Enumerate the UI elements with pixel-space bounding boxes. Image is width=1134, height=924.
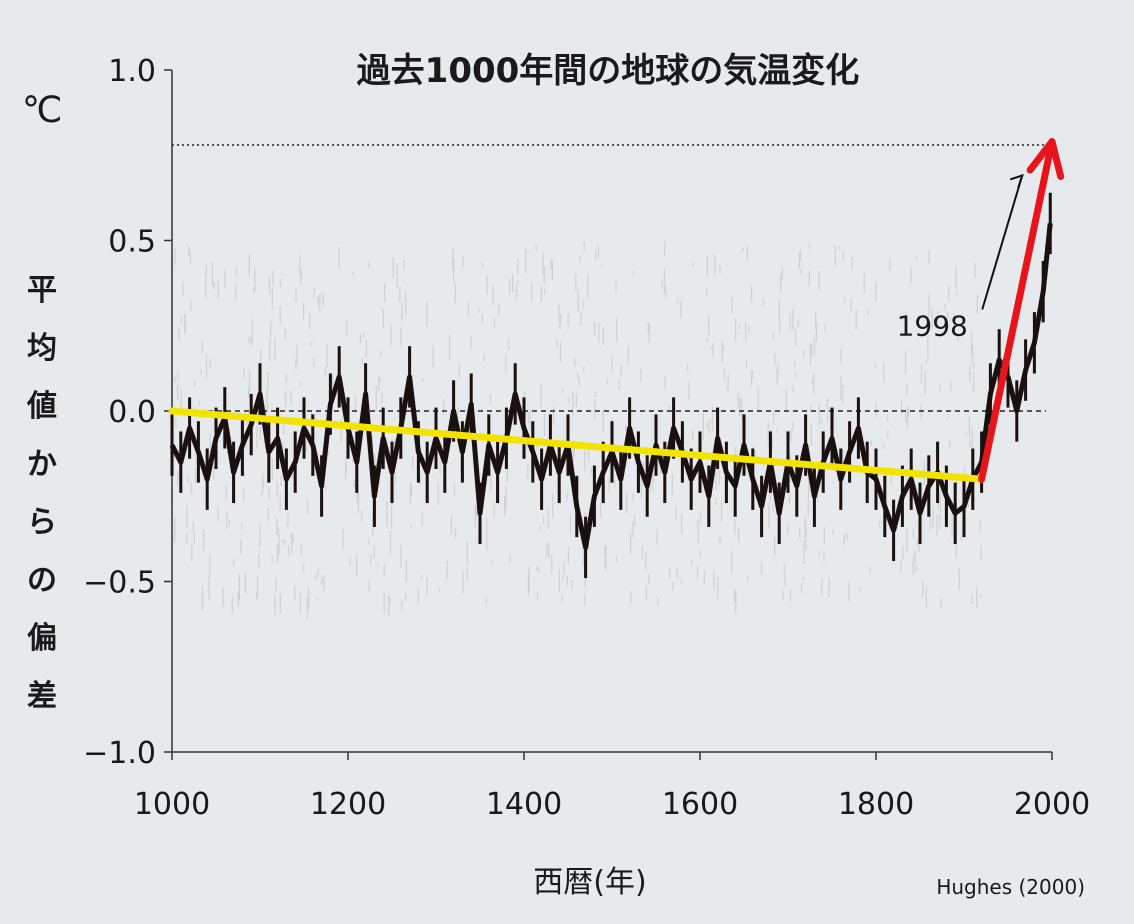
warming-trend-arrow (978, 138, 1056, 483)
y-axis-label-char: 差 (27, 679, 57, 714)
annotation-pointer-head (1009, 173, 1024, 188)
x-tick-label: 1000 (134, 787, 210, 822)
x-tick-label: 2000 (1014, 787, 1090, 822)
y-tick-label: −1.0 (83, 736, 156, 771)
chart-title: 過去1000年間の地球の気温変化 (357, 51, 860, 91)
long-term-trend-line (168, 407, 986, 483)
trend-layer (168, 138, 1065, 483)
series-layer (169, 192, 1053, 579)
x-tick-label: 1200 (310, 787, 386, 822)
annotation-layer: 1998 (897, 173, 1024, 342)
arrow-head (1026, 138, 1065, 181)
source-credit: Hughes (2000) (936, 875, 1085, 899)
unit-label: ℃ (22, 90, 62, 131)
x-tick-label: 1800 (838, 787, 914, 822)
y-tick-label: −0.5 (83, 566, 156, 601)
axes: 1.0 0.5 0.0 −0.5 −1.0 1000 1200 1400 1600 1800 200… (83, 54, 1090, 822)
y-axis-label-char: ら (27, 505, 57, 540)
x-axis-label: 西暦(年) (533, 865, 646, 900)
reference-lines (172, 144, 1046, 412)
y-axis-label-char: か (27, 447, 57, 482)
y-axis-label-char: 均 (27, 331, 57, 366)
annotation-1998: 1998 (897, 309, 968, 342)
temperature-series-line (169, 223, 1053, 550)
x-tick-label: 1400 (486, 787, 562, 822)
y-axis-label-char: 平 (27, 273, 57, 308)
y-tick-label: 0.0 (108, 395, 156, 430)
y-tick-label: 1.0 (108, 54, 156, 89)
y-tick-label: 0.5 (108, 225, 156, 260)
annotation-pointer (981, 175, 1024, 310)
x-tick-label: 1600 (662, 787, 738, 822)
y-axis-label-char: 値 (26, 389, 57, 424)
y-axis-label-char: の (27, 563, 57, 598)
y-axis-label-char: 偏 (27, 621, 57, 656)
